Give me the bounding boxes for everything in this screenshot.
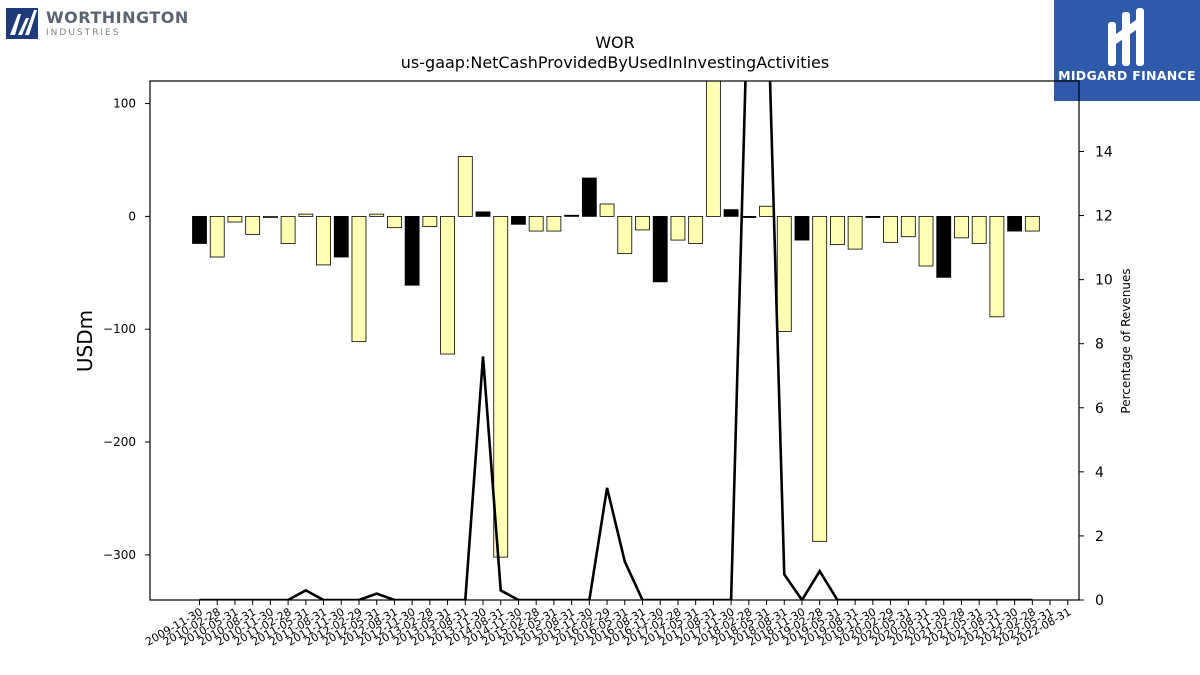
bar [635,215,650,231]
bar [741,215,757,218]
worthington-mark-icon [6,8,38,39]
bar [989,215,1005,318]
bar [936,215,952,278]
bar [192,215,207,244]
bar [457,156,473,217]
bar [351,215,367,343]
y2-tick-label: 14 [1095,144,1113,160]
y-tick-label: −300 [103,548,136,562]
bar [705,81,721,217]
chart-title: WOR [595,33,635,52]
bar [262,215,278,218]
y-tick-label: 0 [128,209,136,223]
plot-frame [149,80,1080,601]
worthington-w-icon [10,10,37,35]
bar [723,209,739,217]
worthington-brand-text: WORTHINGTON [46,7,189,27]
y2-tick-label: 0 [1095,593,1104,609]
bar [564,214,580,217]
y2-tick-label: 6 [1095,401,1104,417]
bar [759,205,774,217]
y-tick-label: −100 [103,322,136,336]
bar [971,215,987,244]
bar [440,215,455,355]
bar [776,215,792,332]
bar [581,177,597,217]
bar [900,215,916,238]
bar [954,215,969,239]
y2-tick-label: 4 [1095,465,1104,481]
y2-tick-label: 10 [1095,273,1113,289]
bar [387,215,402,229]
midgard-mark-icon [1108,8,1144,66]
bar [475,211,491,217]
midgard-brand-text: MIDGARD FINANCE [1058,68,1196,83]
bar [1024,215,1040,232]
y-tick-label: −200 [103,435,136,449]
y2-tick-label: 12 [1095,209,1113,225]
bar [209,215,225,258]
bar [652,215,668,283]
bar [847,215,863,250]
bar [546,215,562,232]
bar [883,215,898,243]
bar [422,215,438,227]
worthington-sub-text: INDUSTRIES [46,27,121,38]
bar [617,215,633,255]
bar [1007,215,1023,232]
bar [812,215,828,542]
bar [511,215,526,225]
y2-tick-label: 2 [1095,529,1104,545]
bar [493,215,509,558]
percentage-line [199,81,1033,600]
bar [404,215,420,286]
bar [865,215,881,218]
y2-axis-label: Percentage of Revenues [1119,268,1133,413]
bar [794,215,810,241]
chart-subtitle: us-gaap:NetCashProvidedByUsedInInvesting… [401,53,829,72]
bar [688,215,704,244]
bar [670,215,686,241]
y2-tick-label: 8 [1095,337,1104,353]
y-tick-label: 100 [113,97,136,111]
bar [280,215,296,244]
bar [298,213,314,217]
bar [227,215,243,223]
bar [830,215,845,245]
y-axis-label: USDm [73,310,97,372]
bar [918,215,934,267]
bar [369,213,385,217]
bar [316,215,331,266]
bar [528,215,544,232]
bar [333,215,349,258]
midgard-logo: MIDGARD FINANCE [1054,0,1200,101]
worthington-logo: WORTHINGTON INDUSTRIES [6,8,189,39]
bar [245,215,261,235]
bar [599,203,615,217]
